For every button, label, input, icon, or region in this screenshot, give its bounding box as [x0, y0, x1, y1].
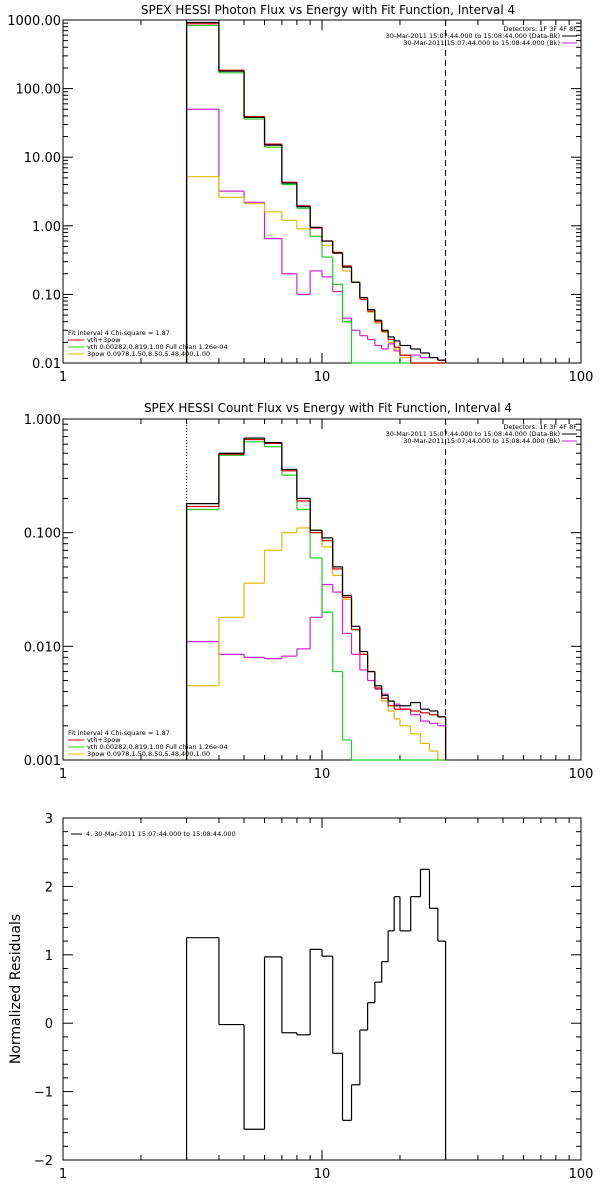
- count-detectors-label: Detectors: 1F 3F 4F 8F: [503, 423, 577, 431]
- residuals-panel: 1 10 100 −2 −1 0 1 2 3 4, 30-Mar-2011 15:07:44.0…: [8, 812, 593, 1182]
- photon-y-tick-label: 0.01: [32, 357, 61, 372]
- residual-y-tick-label: −1: [34, 1086, 53, 1101]
- photon-y-tick-label: 10.00: [24, 151, 61, 166]
- photon-x-tick-label: 100: [569, 370, 594, 385]
- residuals-legend: 4, 30-Mar-2011 15:07:44.000 to 15:08:44.…: [86, 830, 236, 838]
- photon-legend-thermal: vth 0.00282,0.819,1.00 Full chian 1.26e-…: [87, 343, 228, 351]
- count-legend-total: vth+3pow: [87, 736, 121, 744]
- count-y-tick-label: 0.001: [24, 754, 61, 769]
- residual-y-tick-label: 1: [45, 949, 53, 964]
- count-fit-info: Fit Interval 4 Chi-square = 1.87: [68, 729, 170, 737]
- photon-legend-bk: 30-Mar-2011 15:07:44.000 to 15:08:44.000…: [403, 39, 560, 47]
- residual-x-tick-label: 10: [314, 1167, 331, 1182]
- count-y-tick-label: 1.000: [24, 413, 61, 428]
- residual-x-tick-label: 1: [59, 1167, 67, 1182]
- photon-x-tick-label: 10: [314, 370, 331, 385]
- photon-y-tick-label: 1.00: [32, 220, 61, 235]
- photon-y-tick-label: 0.10: [32, 288, 61, 303]
- photon-panel-title: SPEX HESSI Photon Flux vs Energy with Fi…: [141, 3, 515, 17]
- residual-y-tick-label: 3: [45, 812, 53, 827]
- count-legend-data-bk: 30-Mar-2011 15:07:44.000 to 15:08:44.000…: [386, 430, 560, 438]
- residual-y-tick-label: 0: [45, 1017, 53, 1032]
- photon-detectors-label: Detectors: 1F 3F 4F 8F: [503, 25, 577, 33]
- photon-legend-total: vth+3pow: [87, 336, 121, 344]
- photon-plot-frame: [62, 19, 582, 364]
- count-y-tick-label: 0.010: [24, 640, 61, 655]
- residuals-plot-frame: [62, 817, 582, 1161]
- residual-x-tick-label: 100: [569, 1167, 594, 1182]
- photon-y-tick-label: 1000.00: [7, 14, 61, 29]
- photon-x-tick-label: 1: [59, 370, 67, 385]
- count-x-tick-label: 1: [59, 767, 67, 782]
- count-legend-powerlaw: 3pow 0.0978,1.50,8.50,5.48,400,1.00: [87, 750, 210, 758]
- count-x-tick-label: 100: [569, 767, 594, 782]
- count-panel-title: SPEX HESSI Count Flux vs Energy with Fit…: [144, 401, 512, 415]
- count-y-tick-label: 0.100: [24, 527, 61, 542]
- photon-flux-panel: SPEX HESSI Photon Flux vs Energy with Fi…: [7, 3, 593, 385]
- count-legend-bk: 30-Mar-2011 15:07:44.000 to 15:08:44.000…: [403, 437, 560, 445]
- photon-y-tick-label: 100.00: [16, 83, 62, 98]
- photon-fit-info: Fit Interval 4 Chi-square = 1.87: [68, 329, 170, 337]
- count-x-tick-label: 10: [314, 767, 331, 782]
- residuals-y-axis-label: Normalized Residuals: [8, 914, 24, 1064]
- photon-legend-data-bk: 30-Mar-2011 15:07:44.000 to 15:08:44.000…: [386, 32, 560, 40]
- residual-y-tick-label: −2: [34, 1154, 53, 1169]
- residual-y-tick-label: 2: [45, 880, 53, 895]
- count-legend-thermal: vth 0.00282,0.819,1.00 Full chian 1.26e-…: [87, 743, 228, 751]
- photon-legend-powerlaw: 3pow 0.0978,1.50,8.50,5.48,400,1.00: [87, 350, 210, 358]
- count-flux-panel: SPEX HESSI Count Flux vs Energy with Fit…: [24, 401, 594, 782]
